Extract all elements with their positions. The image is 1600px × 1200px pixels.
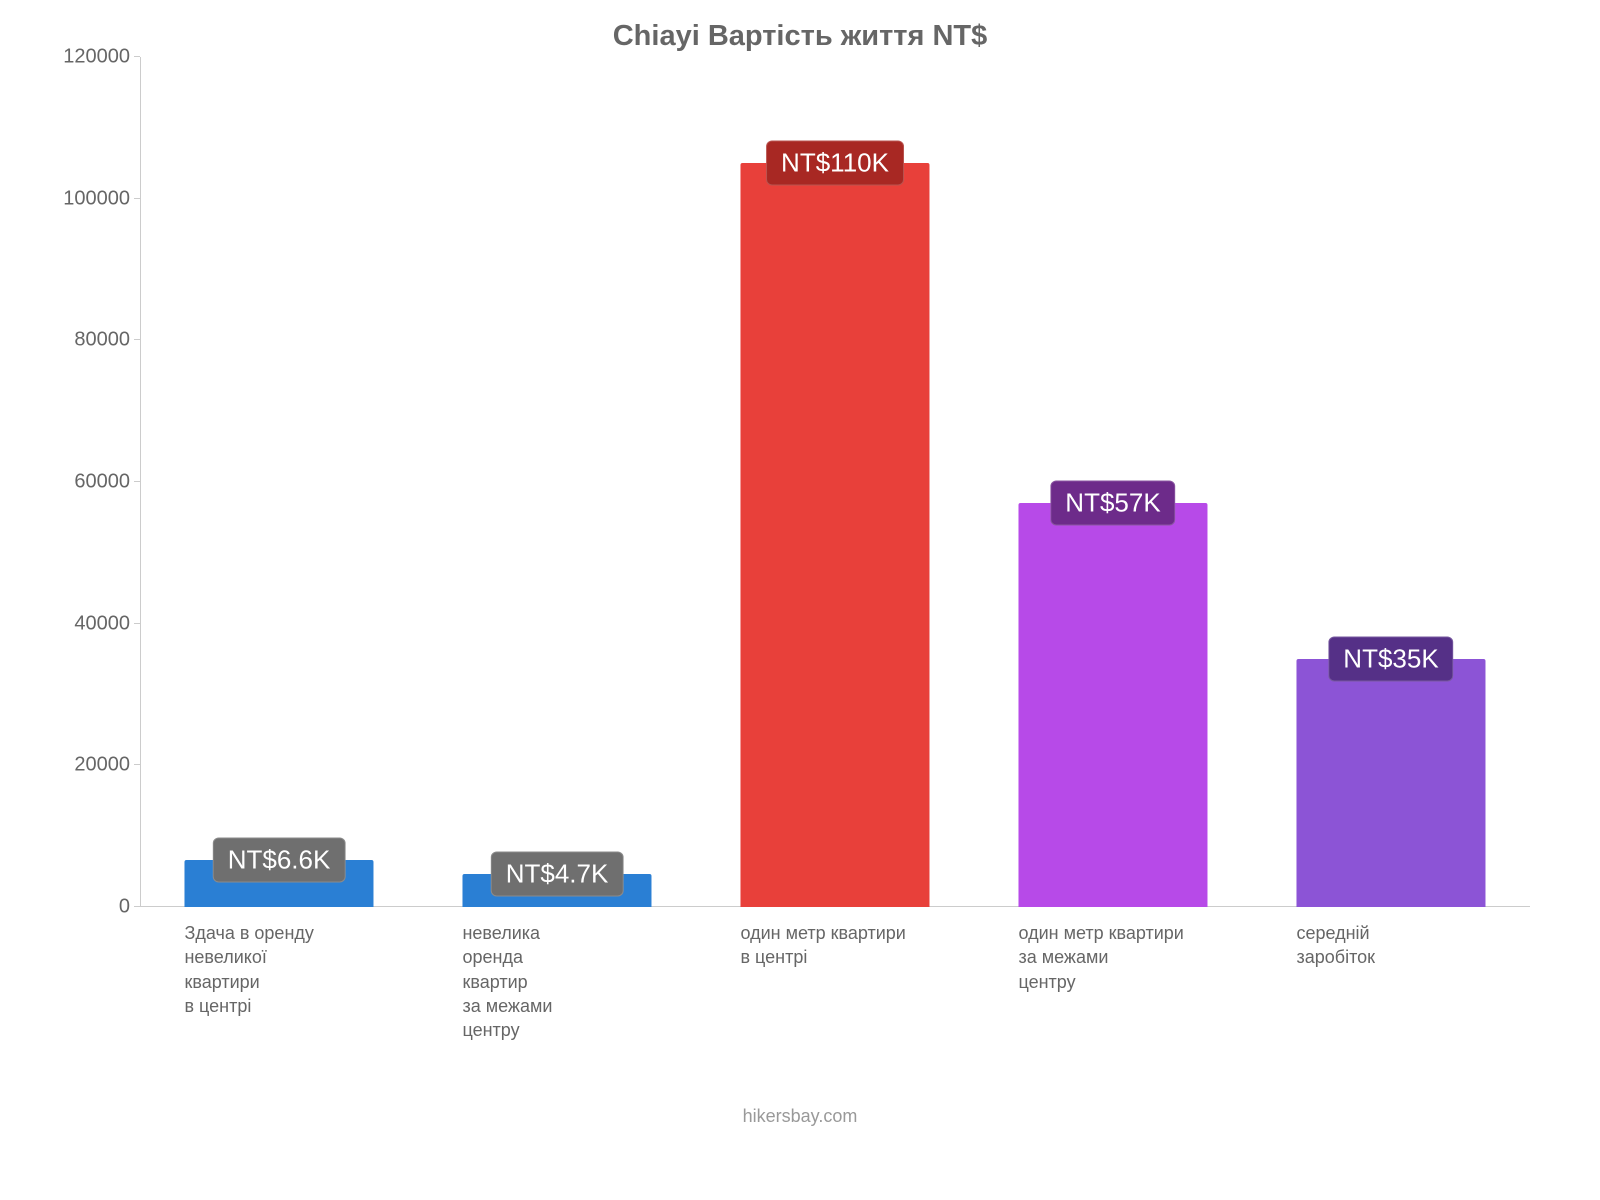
y-tick-mark [134, 198, 140, 199]
bar-value-badge: NT$35K [1328, 637, 1453, 682]
y-axis: 020000400006000080000100000120000 [40, 57, 140, 907]
chart-title: Chiayi Вартість життя NT$ [40, 20, 1560, 53]
bar-value-badge: NT$6.6K [213, 838, 346, 883]
y-tick-label: 80000 [40, 329, 130, 352]
y-tick-label: 40000 [40, 612, 130, 635]
bars-group: NT$6.6K NT$4.7K NT$110K NT$57K NT$35K [140, 57, 1530, 907]
y-tick-mark [134, 481, 140, 482]
bar-value-badge: NT$57K [1050, 481, 1175, 526]
bar-slot: NT$57K [974, 57, 1252, 907]
bar-slot: NT$6.6K [140, 57, 418, 907]
x-category-label: Здача в орендуневеликоїквартирив центрі [184, 921, 313, 1018]
bar-slot: NT$4.7K [418, 57, 696, 907]
y-tick-mark [134, 623, 140, 624]
bar-slot: NT$110K [696, 57, 974, 907]
y-tick-mark [134, 56, 140, 57]
bar [1296, 659, 1485, 907]
plot-area: 020000400006000080000100000120000 NT$6.6… [140, 57, 1530, 907]
y-tick-label: 120000 [40, 46, 130, 69]
bar-slot: NT$35K [1252, 57, 1530, 907]
x-category-label: один метр квартириза межамицентру [1018, 921, 1183, 994]
y-tick-label: 20000 [40, 754, 130, 777]
y-tick-label: 60000 [40, 471, 130, 494]
y-tick-label: 0 [40, 896, 130, 919]
y-tick-mark [134, 906, 140, 907]
cost-of-living-chart: Chiayi Вартість життя NT$ 02000040000600… [40, 20, 1560, 1180]
x-category-label: середнійзаробіток [1296, 921, 1375, 970]
bar [740, 163, 929, 907]
bar [1018, 503, 1207, 907]
bar-value-badge: NT$4.7K [491, 851, 624, 896]
attribution-text: hikersbay.com [40, 1106, 1560, 1127]
y-tick-mark [134, 764, 140, 765]
y-tick-mark [134, 339, 140, 340]
y-tick-label: 100000 [40, 187, 130, 210]
x-category-label: невеликаорендаквартирза межамицентру [462, 921, 552, 1042]
bar-value-badge: NT$110K [766, 141, 904, 186]
x-category-label: один метр квартирив центрі [740, 921, 905, 970]
